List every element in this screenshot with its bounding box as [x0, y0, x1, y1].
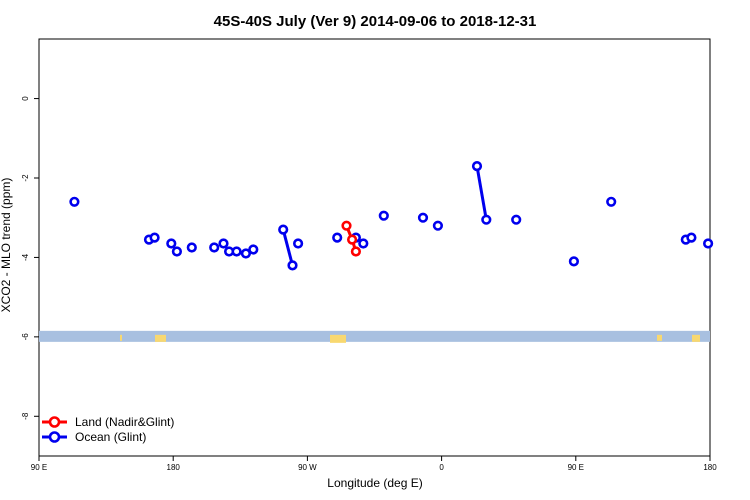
data-point: [69, 196, 80, 207]
y-tick-label: -6: [21, 333, 30, 341]
chart-title: 45S-40S July (Ver 9) 2014-09-06 to 2018-…: [214, 13, 537, 30]
legend: Land (Nadir&Glint) Ocean (Glint): [40, 414, 188, 446]
x-tick-label: 180: [167, 463, 181, 472]
data-point: [171, 246, 182, 257]
legend-ocean-label: Ocean (Glint): [75, 430, 146, 444]
x-axis-label: Longitude (deg E): [327, 476, 422, 490]
data-point: [149, 232, 160, 243]
data-point: [378, 210, 389, 221]
y-tick-label: -2: [21, 174, 30, 182]
legend-ocean-marker: [48, 431, 61, 443]
map-strip-land: [692, 334, 700, 342]
data-point: [278, 224, 289, 235]
map-strip-land: [330, 334, 346, 343]
x-axis: 90 E 180 90 W 0 90 E 180: [31, 456, 717, 472]
data-point: [568, 256, 580, 267]
data-point: [332, 232, 343, 243]
x-tick-label: 180: [703, 463, 717, 472]
legend-land-label: Land (Nadir&Glint): [75, 415, 174, 429]
data-point: [240, 248, 251, 259]
series-line: [281, 229, 294, 266]
map-strip-land: [657, 334, 662, 341]
y-axis: 0 -2 -4 -6 -8: [21, 96, 39, 420]
series-line: [475, 165, 488, 220]
data-point: [293, 238, 304, 249]
data-point: [606, 196, 617, 207]
data-point: [358, 238, 369, 249]
data-point: [471, 161, 483, 172]
data-point: [186, 242, 197, 253]
legend-land-marker: [48, 416, 61, 428]
data-point: [218, 238, 229, 249]
data-point: [432, 220, 444, 231]
data-point: [350, 246, 362, 257]
data-point: [209, 242, 220, 253]
data-point: [702, 238, 714, 249]
data-point: [511, 214, 522, 225]
y-axis-label: XCO2 - MLO trend (ppm): [0, 178, 13, 313]
map-strip: [39, 330, 710, 343]
y-tick-label: -4: [21, 253, 30, 261]
y-tick-label: -8: [21, 412, 30, 420]
data-point: [341, 220, 352, 231]
series-layer: [69, 161, 714, 271]
map-strip-land: [155, 334, 166, 342]
y-tick-label: 0: [21, 96, 30, 101]
data-point: [347, 234, 358, 245]
map-strip-land: [120, 334, 122, 341]
data-point: [417, 212, 429, 223]
x-tick-label: 90 E: [568, 463, 584, 472]
x-tick-label: 0: [439, 463, 444, 472]
data-point: [231, 246, 242, 257]
x-tick-label: 90 W: [298, 463, 317, 472]
map-strip-ocean: [39, 330, 710, 342]
plot-frame: [38, 38, 711, 457]
x-tick-label: 90 E: [31, 463, 47, 472]
data-point: [248, 244, 259, 255]
legend-box: [40, 414, 188, 446]
data-point: [166, 238, 177, 249]
data-point: [481, 214, 492, 225]
data-point: [686, 232, 697, 243]
data-point: [287, 260, 298, 271]
